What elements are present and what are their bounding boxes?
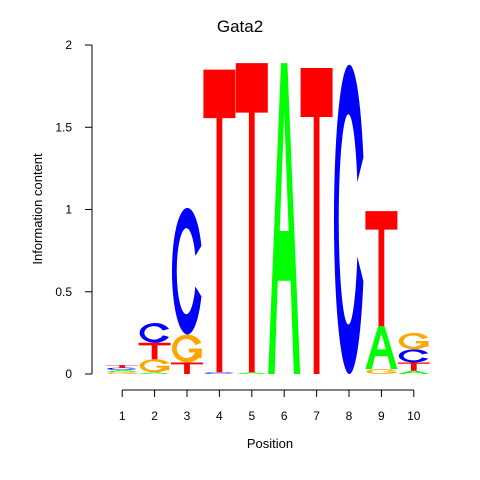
letter-a-pos-9 <box>365 326 398 370</box>
y-tick-label: 0.5 <box>55 285 72 299</box>
x-axis: 1 2 3 4 5 6 7 8 9 10 <box>119 389 421 423</box>
letter-a-pos-6 <box>268 63 301 374</box>
x-tick-label: 9 <box>378 409 385 423</box>
y-axis-title: Information content <box>30 153 45 265</box>
y-tick-label: 2 <box>65 38 72 52</box>
y-tick-label: 1.5 <box>55 120 72 134</box>
letter-c-pos-3 <box>171 207 202 335</box>
x-tick-label: 5 <box>248 409 255 423</box>
letter-g-pos-2 <box>139 359 170 373</box>
x-tick-label: 10 <box>407 409 421 423</box>
letter-g-pos-1 <box>107 372 137 374</box>
letter-t-pos-4 <box>203 69 236 373</box>
letter-g-pos-3 <box>171 334 202 363</box>
letter-c-pos-4 <box>204 372 234 374</box>
chart-title: Gata2 <box>217 17 263 36</box>
x-tick-label: 3 <box>184 409 191 423</box>
letter-t-pos-5 <box>235 63 268 373</box>
letter-a-pos-10 <box>397 370 430 374</box>
letter-c-pos-1 <box>107 367 137 371</box>
y-tick-label: 0 <box>65 367 72 381</box>
y-axis: 0 0.5 1 1.5 2 <box>55 38 93 381</box>
letter-t-pos-2 <box>138 342 171 360</box>
letter-c-pos-2 <box>139 323 170 343</box>
letter-t-pos-7 <box>300 68 333 374</box>
x-tick-label: 2 <box>151 409 158 423</box>
letter-t-pos-9 <box>365 211 398 327</box>
x-tick-label: 8 <box>346 409 353 423</box>
letter-t-pos-3 <box>171 362 203 374</box>
letter-t-pos-1 <box>106 365 139 368</box>
letter-a-pos-1 <box>106 370 139 373</box>
letter-c-pos-8 <box>333 64 364 375</box>
letter-a-pos-5 <box>235 372 268 374</box>
x-tick-label: 6 <box>281 409 288 423</box>
x-tick-label: 7 <box>313 409 320 423</box>
letter-a-pos-2 <box>138 372 171 374</box>
x-tick-label: 1 <box>119 409 126 423</box>
y-tick-label: 1 <box>65 203 72 217</box>
x-axis-title: Position <box>247 436 293 451</box>
letter-c-pos-10 <box>398 349 429 363</box>
letter-g-pos-10 <box>398 332 429 350</box>
letter-t-pos-10 <box>397 362 430 371</box>
letter-g-pos-9 <box>366 369 397 374</box>
x-tick-label: 4 <box>216 409 223 423</box>
letter-stacks <box>106 63 430 375</box>
